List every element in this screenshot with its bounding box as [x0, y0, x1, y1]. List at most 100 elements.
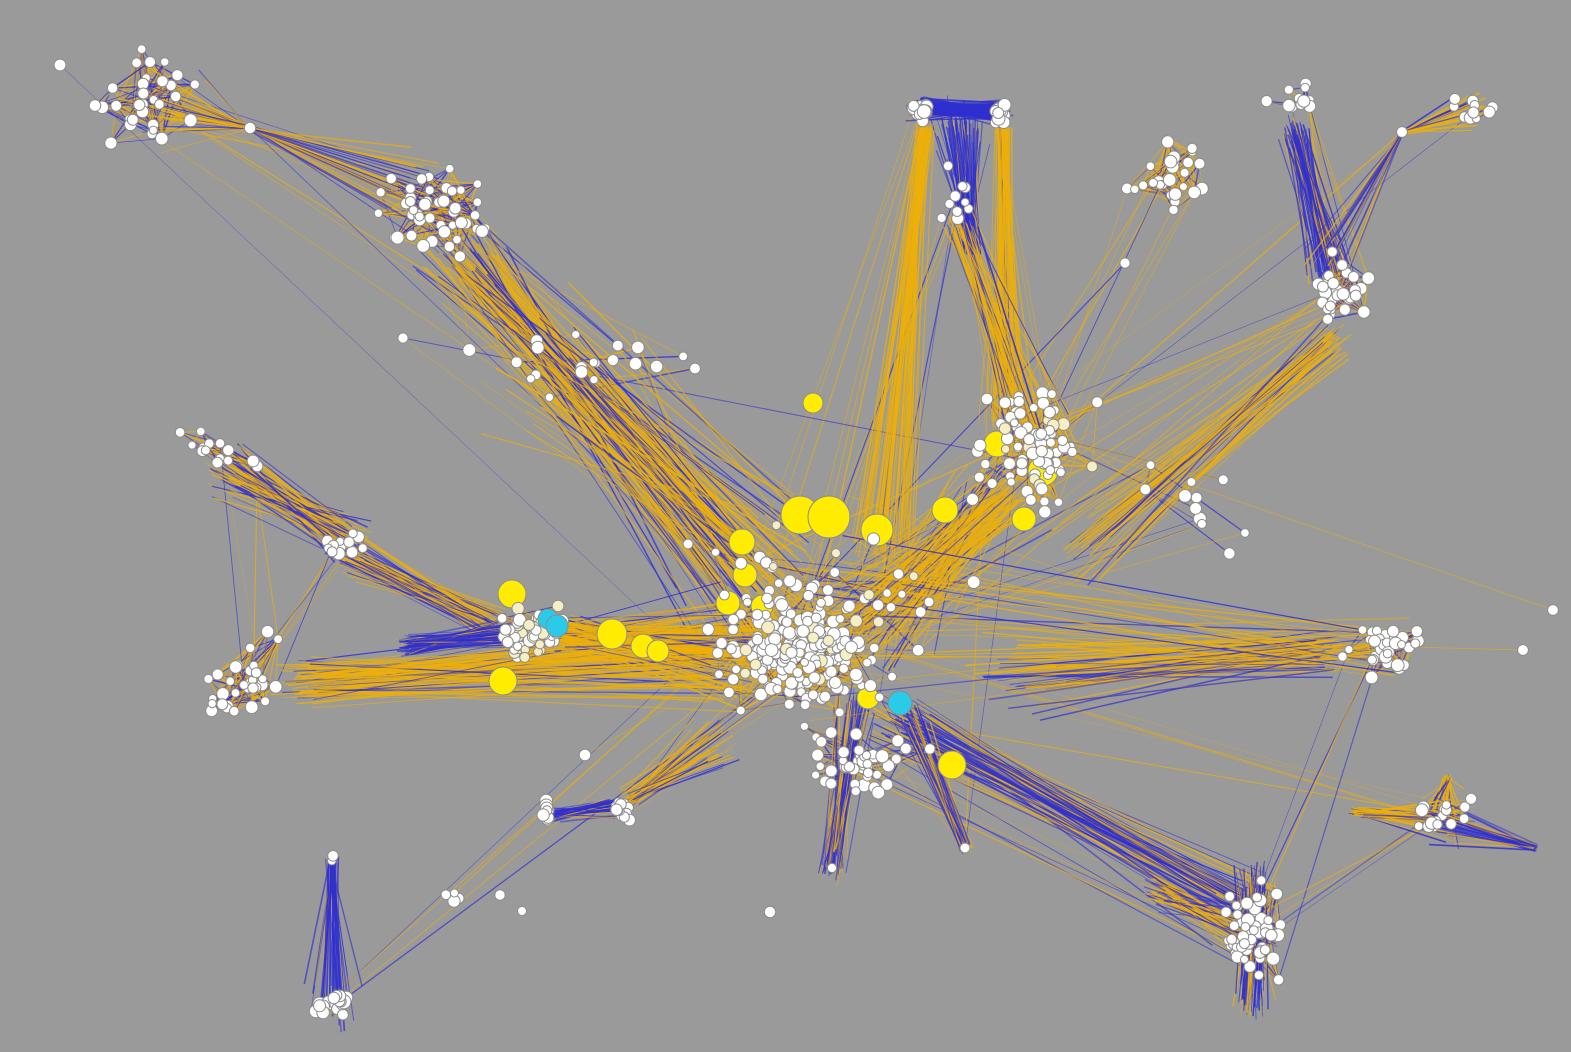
- graph-node[interactable]: [1253, 970, 1265, 981]
- graph-node[interactable]: [757, 673, 769, 685]
- graph-node[interactable]: [923, 596, 935, 608]
- graph-node[interactable]: [960, 197, 970, 207]
- graph-node[interactable]: [1467, 106, 1480, 119]
- graph-node[interactable]: [53, 58, 67, 72]
- graph-node[interactable]: [1009, 418, 1019, 428]
- graph-node[interactable]: [761, 592, 773, 605]
- graph-node[interactable]: [710, 547, 721, 557]
- graph-node[interactable]: [375, 187, 386, 198]
- graph-node[interactable]: [1482, 105, 1496, 119]
- graph-node[interactable]: [849, 614, 863, 628]
- graph-node[interactable]: [834, 707, 845, 718]
- graph-node[interactable]: [610, 803, 623, 817]
- graph-node[interactable]: [1240, 954, 1249, 964]
- graph-node[interactable]: [783, 574, 797, 588]
- graph-node[interactable]: [727, 613, 740, 626]
- graph-node[interactable]: [957, 181, 968, 192]
- graph-node[interactable]: [800, 657, 809, 667]
- graph-node[interactable]: [611, 339, 624, 352]
- graph-node[interactable]: [170, 90, 182, 103]
- graph-node[interactable]: [1349, 289, 1362, 302]
- graph-node[interactable]: [1382, 648, 1393, 659]
- graph-node[interactable]: [144, 56, 157, 68]
- graph-node[interactable]: [171, 69, 184, 82]
- graph-node[interactable]: [536, 808, 550, 822]
- graph-node[interactable]: [373, 208, 384, 218]
- graph-node[interactable]: [424, 212, 436, 224]
- graph-node[interactable]: [1186, 142, 1198, 154]
- graph-node[interactable]: [728, 528, 756, 556]
- graph-node[interactable]: [534, 639, 545, 650]
- graph-node[interactable]: [980, 392, 994, 406]
- graph-node[interactable]: [1251, 892, 1263, 903]
- graph-node[interactable]: [887, 690, 913, 716]
- graph-node[interactable]: [735, 608, 747, 620]
- graph-node[interactable]: [519, 651, 531, 663]
- graph-node[interactable]: [831, 548, 841, 559]
- graph-node[interactable]: [951, 206, 963, 217]
- graph-node[interactable]: [764, 643, 779, 657]
- graph-node[interactable]: [1138, 180, 1149, 191]
- graph-node[interactable]: [862, 658, 872, 668]
- graph-node[interactable]: [1226, 933, 1238, 945]
- graph-node[interactable]: [155, 131, 169, 146]
- graph-node[interactable]: [701, 622, 715, 636]
- graph-node[interactable]: [1265, 928, 1278, 942]
- graph-node[interactable]: [1297, 94, 1311, 108]
- graph-node[interactable]: [357, 543, 368, 554]
- graph-node[interactable]: [808, 671, 821, 684]
- graph-node[interactable]: [914, 606, 927, 618]
- graph-node[interactable]: [385, 172, 397, 185]
- graph-node[interactable]: [1161, 135, 1175, 149]
- graph-node[interactable]: [802, 589, 815, 602]
- graph-node[interactable]: [825, 665, 838, 678]
- graph-node[interactable]: [156, 75, 169, 88]
- graph-node[interactable]: [646, 639, 670, 663]
- graph-node[interactable]: [1327, 277, 1340, 290]
- graph-node[interactable]: [472, 197, 483, 207]
- graph-node[interactable]: [689, 362, 701, 375]
- graph-node[interactable]: [110, 99, 123, 112]
- graph-node[interactable]: [1045, 437, 1056, 448]
- graph-node[interactable]: [916, 104, 932, 119]
- graph-node[interactable]: [225, 676, 235, 687]
- graph-node[interactable]: [131, 57, 143, 69]
- graph-node[interactable]: [1337, 651, 1348, 662]
- graph-node[interactable]: [908, 571, 919, 581]
- graph-node[interactable]: [1006, 477, 1016, 487]
- graph-node[interactable]: [715, 637, 728, 650]
- graph-node[interactable]: [200, 445, 211, 456]
- graph-node[interactable]: [1441, 800, 1452, 810]
- graph-node[interactable]: [501, 636, 514, 649]
- graph-node[interactable]: [973, 471, 985, 483]
- graph-node[interactable]: [440, 889, 452, 901]
- graph-node[interactable]: [1145, 460, 1156, 471]
- graph-node[interactable]: [313, 999, 327, 1013]
- graph-node[interactable]: [337, 1008, 349, 1021]
- graph-node[interactable]: [849, 667, 863, 682]
- graph-node[interactable]: [244, 700, 259, 715]
- graph-node[interactable]: [1344, 644, 1354, 655]
- graph-node[interactable]: [345, 545, 359, 559]
- graph-node[interactable]: [136, 44, 147, 54]
- graph-node[interactable]: [1248, 925, 1259, 936]
- graph-node[interactable]: [1003, 457, 1016, 471]
- graph-node[interactable]: [1240, 528, 1250, 538]
- graph-node[interactable]: [472, 179, 483, 189]
- graph-node[interactable]: [785, 646, 798, 659]
- graph-node[interactable]: [986, 478, 998, 489]
- graph-node[interactable]: [512, 641, 523, 651]
- graph-node[interactable]: [980, 458, 991, 470]
- graph-node[interactable]: [1396, 126, 1408, 138]
- graph-node[interactable]: [835, 614, 845, 624]
- graph-node[interactable]: [799, 699, 811, 711]
- graph-node[interactable]: [588, 357, 599, 368]
- graph-node[interactable]: [810, 612, 822, 624]
- graph-node[interactable]: [1263, 915, 1274, 926]
- graph-node[interactable]: [1386, 624, 1400, 638]
- graph-node[interactable]: [751, 608, 764, 621]
- graph-node[interactable]: [819, 690, 831, 703]
- graph-node[interactable]: [1014, 426, 1028, 440]
- graph-node[interactable]: [416, 239, 431, 253]
- graph-node[interactable]: [437, 194, 451, 208]
